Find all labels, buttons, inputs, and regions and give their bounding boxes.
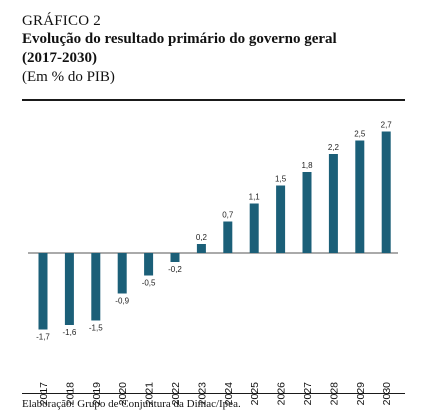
bar-2026 xyxy=(276,185,286,253)
source-note: Elaboração: Grupo de Conjuntura da Dimac… xyxy=(22,398,241,410)
bar-2023 xyxy=(196,244,206,253)
data-label-2024: 0,7 xyxy=(222,211,234,220)
data-label-2028: 2,2 xyxy=(328,143,340,152)
bar-2025 xyxy=(249,203,259,253)
bar-2030 xyxy=(381,131,391,253)
chart-title-line-1: Evolução do resultado primário do govern… xyxy=(22,31,337,47)
bar-2018 xyxy=(64,253,74,325)
data-label-2025: 1,1 xyxy=(249,193,261,202)
data-label-2021: -0,5 xyxy=(142,279,156,288)
bar-2022 xyxy=(170,253,180,262)
data-label-2017: -1,7 xyxy=(36,333,50,342)
data-label-2030: 2,7 xyxy=(381,121,393,130)
bottom-rule xyxy=(22,393,405,394)
bar-2019 xyxy=(91,253,101,321)
bar-2028 xyxy=(328,154,338,253)
data-label-2022: -0,2 xyxy=(168,265,182,274)
data-label-2018: -1,6 xyxy=(63,328,77,337)
chart-title-line-2: (2017-2030) xyxy=(22,50,97,66)
bar-2021 xyxy=(144,253,154,276)
data-label-2027: 1,8 xyxy=(301,161,313,170)
bar-2024 xyxy=(223,221,233,253)
bar-2029 xyxy=(355,140,365,253)
data-label-2019: -1,5 xyxy=(89,324,103,333)
data-label-2020: -0,9 xyxy=(115,297,129,306)
data-label-2026: 1,5 xyxy=(275,175,287,184)
data-label-2023: 0,2 xyxy=(196,233,208,242)
bar-2027 xyxy=(302,172,312,253)
data-label-2029: 2,5 xyxy=(354,130,366,139)
top-rule xyxy=(22,99,405,101)
chart-header: GRÁFICO 2 Evolução do resultado primário… xyxy=(22,12,407,86)
chart-subtitle: (Em % do PIB) xyxy=(22,69,115,85)
bar-2017 xyxy=(38,253,48,330)
bar-2020 xyxy=(117,253,127,294)
figure-label: GRÁFICO 2 xyxy=(22,13,101,29)
